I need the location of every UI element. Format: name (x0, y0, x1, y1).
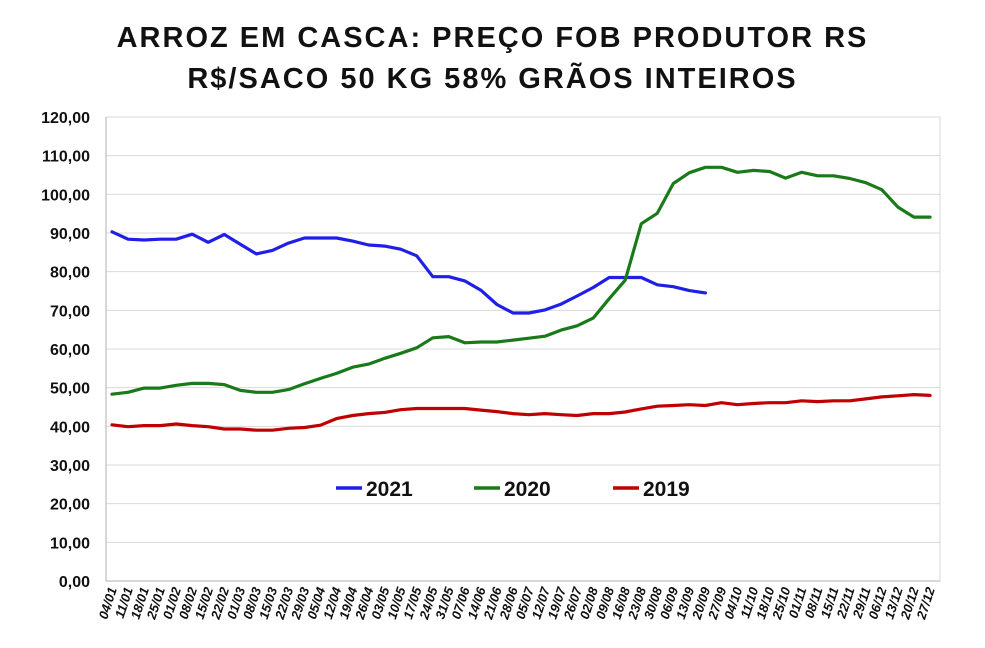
y-tick-label: 20,00 (50, 497, 90, 514)
series-line-2019 (110, 393, 932, 432)
y-tick-label: 10,00 (50, 535, 90, 552)
y-tick-label: 60,00 (50, 342, 90, 359)
legend-label-2021: 2021 (366, 478, 413, 501)
y-tick-label: 120,00 (41, 110, 90, 127)
grid-lines (106, 116, 940, 582)
y-tick-label: 110,00 (42, 149, 90, 166)
axes (105, 116, 941, 582)
y-tick-label: 90,00 (50, 226, 90, 243)
y-tick-label: 30,00 (50, 458, 90, 475)
x-tick-labels: 04/0111/0118/0125/0101/0208/0215/0222/02… (96, 585, 939, 622)
y-tick-label: 70,00 (50, 303, 90, 320)
y-tick-label: 100,00 (41, 187, 90, 204)
y-tick-label: 50,00 (50, 381, 90, 398)
y-tick-label: 80,00 (50, 265, 90, 282)
legend-label-2020: 2020 (504, 478, 551, 501)
legend-label-2019: 2019 (643, 478, 690, 501)
y-tick-labels: 0,00 10,00 20,00 30,00 40,00 50,00 60,00 70,00 8… (41, 110, 90, 591)
series-line-2020 (110, 165, 932, 396)
legend: 2021 2020 2019 (336, 478, 690, 501)
series-line-2021 (110, 230, 708, 315)
y-tick-label: 40,00 (50, 419, 90, 436)
chart-subtitle: R$/SACO 50 KG 58% GRÃOS INTEIROS (187, 63, 798, 95)
y-tick-label: 0,00 (59, 574, 90, 591)
series-lines (110, 165, 932, 432)
chart-title: ARROZ EM CASCA: PREÇO FOB PRODUTOR RS (116, 22, 869, 54)
